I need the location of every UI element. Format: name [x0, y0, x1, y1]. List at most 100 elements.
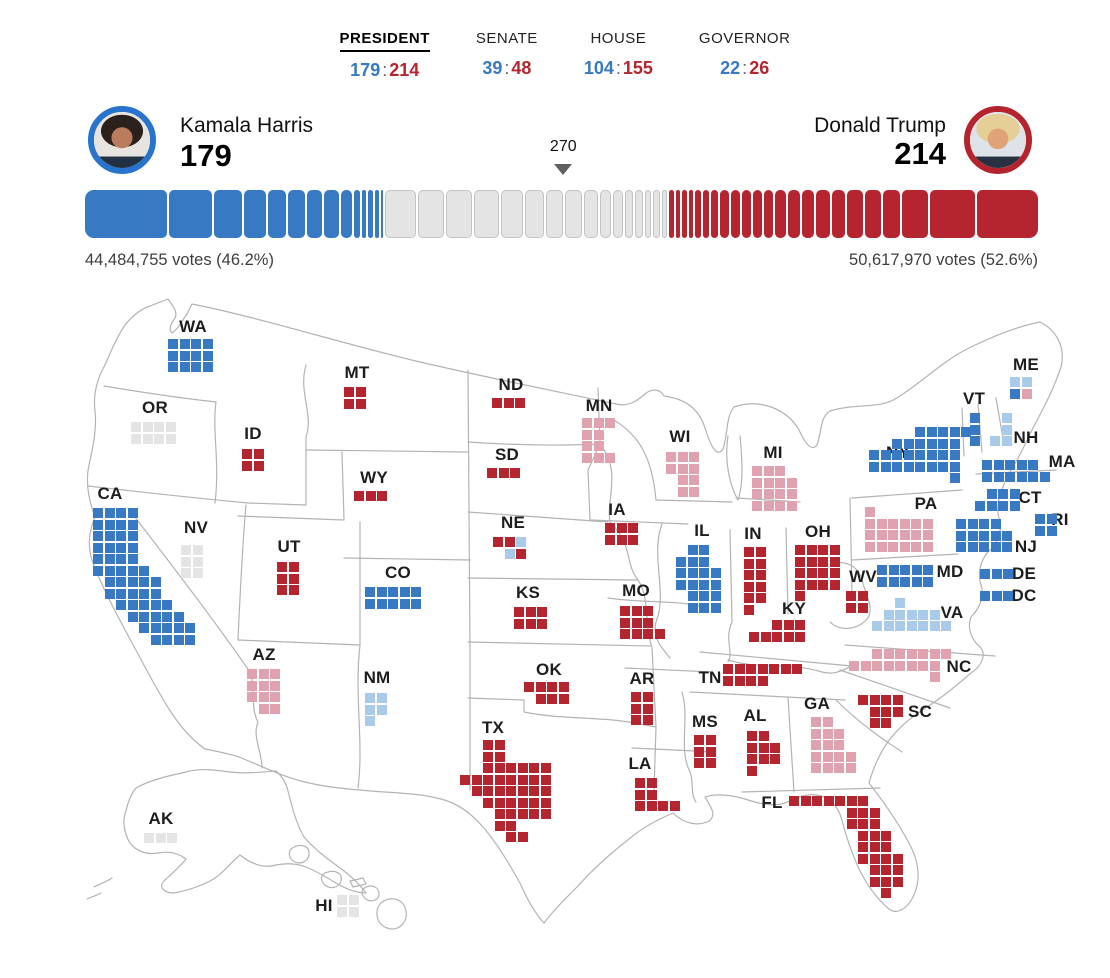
- bar-segment-IL[interactable]: [213, 190, 243, 238]
- bar-segment-OR[interactable]: [583, 190, 599, 238]
- ev-square-UT: [277, 585, 287, 595]
- bar-segment-AL[interactable]: [816, 190, 830, 238]
- ev-square-MS: [694, 735, 704, 745]
- ev-square-AL: [747, 754, 757, 764]
- bar-segment-MS[interactable]: [763, 190, 774, 238]
- bar-segment-NM[interactable]: [613, 190, 623, 238]
- ev-square-MA: [993, 460, 1004, 470]
- ev-square-CT: [986, 489, 997, 499]
- state-label-KY: KY: [781, 599, 807, 618]
- ev-square-TX: [506, 832, 516, 842]
- bar-segment-NY[interactable]: [169, 190, 212, 238]
- ev-square-VT: [970, 413, 980, 423]
- bar-segment-AK[interactable]: [653, 190, 661, 238]
- bar-segment-NH[interactable]: [624, 190, 633, 238]
- bar-segment-IN[interactable]: [883, 190, 900, 238]
- bar-segment-WA[interactable]: [267, 190, 286, 238]
- ev-square-OK: [535, 693, 546, 704]
- bar-segment-MN[interactable]: [545, 190, 563, 238]
- bar-segment-NE[interactable]: [688, 190, 694, 238]
- bar-segment-GA[interactable]: [417, 190, 444, 238]
- bar-segment-AZ[interactable]: [524, 190, 544, 238]
- bar-segment-ND[interactable]: [669, 190, 674, 238]
- bar-segment-TX[interactable]: [977, 190, 1039, 238]
- bar-segment-NV[interactable]: [600, 190, 612, 238]
- ev-square-OH: [795, 579, 805, 590]
- bar-segment-NJ[interactable]: [244, 190, 266, 238]
- ev-square-NM: [376, 704, 387, 715]
- bar-segment-OK[interactable]: [775, 190, 786, 238]
- ev-square-CO: [365, 598, 375, 609]
- ev-square-AZ: [270, 703, 280, 714]
- bar-segment-CA[interactable]: [85, 190, 167, 238]
- bar-segment-CO[interactable]: [306, 190, 322, 238]
- state-label-MO: MO: [622, 581, 650, 600]
- bar-segment-MI[interactable]: [474, 190, 500, 238]
- ev-square-FL: [881, 865, 891, 875]
- ev-square-CA: [93, 519, 103, 530]
- ev-square-VA: [929, 621, 940, 631]
- bar-segment-MA[interactable]: [287, 190, 305, 238]
- bar-segment-DE[interactable]: [368, 190, 373, 238]
- bar-segment-AR[interactable]: [752, 190, 762, 238]
- bar-segment-ID[interactable]: [703, 190, 710, 238]
- ev-square-NJ: [990, 530, 1001, 541]
- bar-segment-MD[interactable]: [323, 190, 339, 238]
- bar-segment-WI[interactable]: [564, 190, 582, 238]
- bar-segment-SC[interactable]: [831, 190, 846, 238]
- tab-governor[interactable]: GOVERNOR 22:26: [699, 30, 791, 81]
- bar-segment-NE[interactable]: [662, 190, 668, 238]
- ev-square-MI: [752, 500, 762, 511]
- bar-segment-CT[interactable]: [340, 190, 352, 238]
- ev-square-FL: [812, 796, 822, 806]
- ev-square-VT: [970, 436, 980, 446]
- ev-square-WI: [689, 475, 699, 485]
- bar-segment-FL[interactable]: [929, 190, 976, 238]
- bar-segment-PA[interactable]: [384, 190, 416, 238]
- bar-segment-VA[interactable]: [501, 190, 523, 238]
- ev-square-IL: [687, 579, 698, 590]
- tab-president[interactable]: PRESIDENT 179:214: [339, 30, 430, 81]
- ev-square-MI: [763, 489, 774, 499]
- ev-square-IN: [744, 593, 754, 603]
- ev-square-OH: [795, 556, 805, 567]
- bar-segment-DC[interactable]: [374, 190, 380, 238]
- bar-segment-HI[interactable]: [634, 190, 643, 238]
- bar-segment-OH[interactable]: [901, 190, 928, 238]
- ev-square-IN: [744, 570, 754, 580]
- bar-segment-KY[interactable]: [787, 190, 800, 238]
- bar-segment-WY[interactable]: [682, 190, 687, 238]
- bar-segment-IA[interactable]: [741, 190, 751, 238]
- ev-square-MN: [582, 429, 592, 440]
- ev-square-FL: [892, 865, 903, 875]
- ev-square-NJ: [1002, 542, 1012, 552]
- bar-segment-ME[interactable]: [644, 190, 652, 238]
- ev-square-FL: [858, 819, 868, 829]
- bar-segment-MO[interactable]: [847, 190, 863, 238]
- ev-square-NY: [880, 461, 891, 472]
- tab-senate[interactable]: SENATE 39:48: [476, 30, 538, 81]
- bar-segment-UT[interactable]: [719, 190, 729, 238]
- state-label-SC: SC: [907, 702, 933, 721]
- ev-square-FL: [858, 807, 868, 818]
- ev-square-AZ: [258, 692, 269, 702]
- bar-segment-MT[interactable]: [695, 190, 702, 238]
- ev-square-OH: [795, 591, 805, 601]
- ev-square-TN: [769, 664, 779, 674]
- ev-square-NY: [880, 450, 891, 460]
- ev-square-MD: [900, 576, 910, 587]
- bar-segment-LA[interactable]: [801, 190, 815, 238]
- bar-segment-ME[interactable]: [381, 190, 383, 238]
- bar-segment-RI[interactable]: [353, 190, 360, 238]
- ev-square-MI: [752, 466, 762, 476]
- ev-square-NM: [365, 716, 375, 726]
- bar-segment-KS[interactable]: [730, 190, 740, 238]
- bar-segment-SD[interactable]: [675, 190, 681, 238]
- tab-house[interactable]: HOUSE 104:155: [584, 30, 653, 81]
- ev-square-NC: [918, 660, 928, 671]
- ev-square-MD: [877, 565, 887, 575]
- bar-segment-WV[interactable]: [711, 190, 718, 238]
- bar-segment-VT[interactable]: [361, 190, 367, 238]
- bar-segment-NC[interactable]: [446, 190, 473, 238]
- bar-segment-TN[interactable]: [864, 190, 882, 238]
